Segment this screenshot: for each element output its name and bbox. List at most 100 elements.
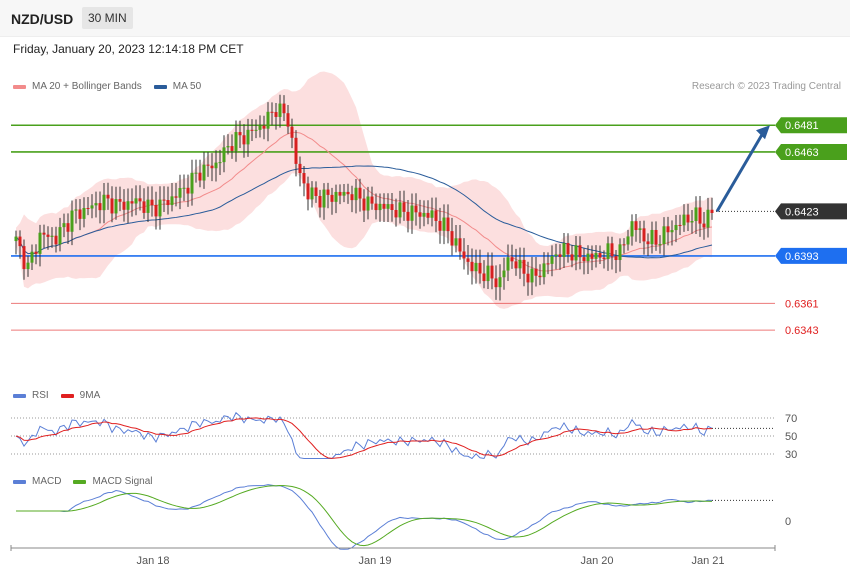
candle <box>670 220 674 246</box>
candle-body <box>290 126 294 138</box>
candle-body <box>126 201 130 210</box>
candle <box>118 186 122 212</box>
candle <box>34 244 38 265</box>
candle <box>690 210 694 234</box>
macd-swatch <box>13 479 26 484</box>
candle-body <box>294 137 298 164</box>
candle-body <box>402 202 406 212</box>
candle <box>242 124 246 158</box>
candle <box>178 174 182 210</box>
candle-body <box>306 183 310 200</box>
candle-body <box>354 187 358 201</box>
candle <box>434 197 438 233</box>
candle <box>426 200 430 225</box>
candle <box>302 165 306 197</box>
candle <box>354 178 358 214</box>
candle <box>570 244 574 268</box>
candle <box>546 252 550 275</box>
candle-body <box>266 111 270 129</box>
level-label-resistance: 0.6481 <box>785 120 819 132</box>
candle-body <box>370 196 374 204</box>
timeframe-button[interactable]: 30 MIN <box>82 7 133 29</box>
candle <box>146 186 150 222</box>
candle-body <box>454 238 458 246</box>
candle-body <box>406 211 410 221</box>
candle-body <box>274 112 278 117</box>
candle <box>562 233 566 269</box>
candle <box>254 119 258 139</box>
candle-body <box>494 278 498 288</box>
candle <box>266 102 270 142</box>
candle <box>582 248 586 275</box>
candle-body <box>382 203 386 209</box>
candle-body <box>338 191 342 196</box>
candle-body <box>46 234 50 237</box>
time-axis: Jan 18 Jan 19 Jan 20 Jan 21 <box>10 545 776 567</box>
candle-body <box>206 164 210 166</box>
candle <box>474 249 478 284</box>
candle <box>502 257 506 290</box>
candle <box>678 214 682 235</box>
candle <box>294 130 298 177</box>
legend-macd-signal-label: MACD Signal <box>92 476 153 487</box>
candle <box>390 193 394 222</box>
candle-body <box>566 243 570 255</box>
candle-body <box>342 191 346 196</box>
level-label-last: 0.6423 <box>785 206 819 218</box>
candle-body <box>650 229 654 245</box>
candle <box>78 198 82 231</box>
candle <box>366 186 370 220</box>
candle <box>262 115 266 140</box>
candle <box>598 245 602 265</box>
candle <box>194 159 198 183</box>
candle <box>202 151 206 189</box>
legend-rsi-9ma: 9MA <box>60 390 100 401</box>
candle <box>458 224 462 260</box>
candle-body <box>614 256 618 261</box>
candle-body <box>550 256 554 264</box>
candle <box>386 193 390 222</box>
candle-body <box>602 257 606 259</box>
candle-body <box>258 125 262 130</box>
candle-body <box>182 187 186 189</box>
candle-body <box>158 199 162 217</box>
candle <box>250 119 254 142</box>
candle-body <box>18 236 22 247</box>
candle-body <box>374 203 378 211</box>
candle <box>130 188 134 217</box>
candle-body <box>178 188 182 198</box>
candle-body <box>210 165 214 169</box>
candle <box>58 217 62 252</box>
candle <box>246 118 250 157</box>
candle-body <box>142 201 146 213</box>
candle-body <box>250 129 254 131</box>
candle <box>210 153 214 182</box>
candle-body <box>610 243 614 257</box>
candle-body <box>54 235 58 245</box>
candle-body <box>690 221 694 223</box>
candle-body <box>562 243 566 257</box>
candle-body <box>434 210 438 221</box>
candle-body <box>302 173 306 184</box>
level-tag-resistance <box>775 143 847 160</box>
candle-body <box>554 254 558 257</box>
candle-body <box>458 238 462 252</box>
candle-body <box>154 205 158 217</box>
candle <box>190 159 194 206</box>
rsi-level-label: 50 <box>785 431 797 443</box>
candle <box>430 197 434 227</box>
macd-panel: 0 <box>16 484 791 550</box>
candle-body <box>558 254 562 257</box>
candle <box>298 156 302 187</box>
legend-rsi: RSI <box>13 390 49 401</box>
candle <box>482 260 486 289</box>
candle-body <box>466 258 470 262</box>
candle <box>542 252 546 285</box>
candle-body <box>606 243 610 259</box>
x-tick-label: Jan 21 <box>691 555 724 567</box>
candle <box>102 182 106 224</box>
candle-body <box>78 209 82 219</box>
candle <box>226 134 230 155</box>
candle-body <box>362 198 366 211</box>
